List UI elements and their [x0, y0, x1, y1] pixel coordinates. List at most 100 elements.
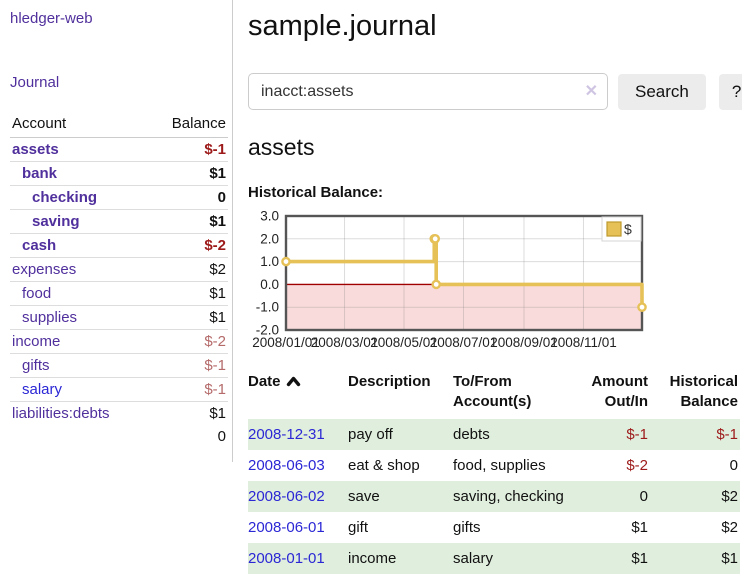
account-balance: $1	[148, 401, 228, 425]
chart-label: Historical Balance:	[248, 184, 384, 201]
sidebar-item-journal[interactable]: Journal	[10, 74, 60, 91]
account-heading: assets	[248, 134, 315, 160]
account-balance: $1	[148, 305, 228, 330]
svg-text:1.0: 1.0	[260, 254, 279, 269]
transaction-balance: $2	[721, 518, 738, 536]
svg-text:-1.0: -1.0	[256, 300, 279, 315]
account-balance: $1	[148, 161, 228, 186]
sidebar-account-link-bank[interactable]: bank	[22, 165, 58, 182]
transaction-date-link[interactable]: 2008-12-31	[248, 425, 325, 443]
transaction-amount: $1	[631, 549, 648, 567]
sidebar-account-link-saving[interactable]: saving	[32, 213, 80, 230]
account-row: salary $-1	[10, 377, 228, 402]
account-row: liabilities:debts $1	[10, 401, 228, 425]
account-row: supplies $1	[10, 305, 228, 330]
transaction-description: eat & shop	[348, 456, 420, 474]
register-table-body: 2008-12-31 pay off debts $-1 $-1 2008-06-03 ea…	[248, 418, 740, 574]
register-header-to-from: To/From Account(s)	[453, 373, 532, 411]
sidebar-account-link-income[interactable]: income	[12, 333, 61, 350]
register-header-row: Date Description To/From Account(s) Amount Ou…	[248, 368, 740, 419]
svg-text:$: $	[624, 221, 632, 237]
transaction-accounts: gifts	[453, 518, 481, 536]
transaction-accounts: salary	[453, 549, 494, 567]
sidebar-account-link-checking[interactable]: checking	[32, 189, 98, 206]
account-balance: $-2	[148, 329, 228, 354]
transaction-balance: $-1	[716, 425, 738, 443]
clear-search-icon[interactable]: ✕	[584, 83, 598, 100]
accounts-total-balance: 0	[217, 428, 226, 445]
transaction-date-link[interactable]: 2008-06-02	[248, 487, 325, 505]
account-row: food $1	[10, 281, 228, 306]
search-input[interactable]	[248, 73, 608, 110]
sidebar: hledger-web Journal Account Balance asse…	[0, 0, 233, 462]
svg-text:2008/03/01: 2008/03/01	[311, 335, 379, 350]
transaction-row: 2008-01-01 income salary $1 $1	[248, 542, 740, 574]
transaction-balance: 0	[729, 456, 738, 474]
help-button[interactable]: ?	[718, 73, 742, 110]
account-balance: $-1	[148, 353, 228, 378]
search-input-wrap: ✕	[248, 73, 608, 110]
account-row: checking 0	[10, 185, 228, 210]
account-balance: $1	[148, 281, 228, 306]
transaction-accounts: debts	[453, 425, 490, 443]
transaction-row: 2008-06-03 eat & shop food, supplies $-2 0	[248, 450, 740, 481]
transaction-description: income	[348, 549, 397, 567]
svg-text:3.0: 3.0	[260, 209, 279, 224]
accounts-table: Account Balance assets $-1 bank $1 checking 0…	[10, 112, 228, 448]
svg-text:0.0: 0.0	[260, 277, 279, 292]
transaction-date-link[interactable]: 2008-06-01	[248, 518, 325, 536]
line-chart-svg: $3.0 2.0 1.0 0.0 -1.0 -2.02008/01/012008/03/0…	[252, 209, 647, 350]
account-row: expenses $2	[10, 257, 228, 282]
sidebar-account-link-salary[interactable]: salary	[22, 381, 63, 398]
account-balance: $-1	[148, 377, 228, 402]
register-header-date[interactable]: Date	[248, 368, 348, 419]
svg-text:2008/01/01: 2008/01/01	[252, 335, 320, 350]
transaction-date-link[interactable]: 2008-06-03	[248, 456, 325, 474]
account-balance: $-2	[148, 233, 228, 258]
account-balance: $1	[148, 209, 228, 234]
search-bar: ✕ Search ?	[248, 73, 742, 110]
transaction-accounts: saving, checking	[453, 487, 564, 505]
transaction-amount: $1	[631, 518, 648, 536]
accounts-header-account: Account	[10, 112, 149, 138]
sidebar-account-link-cash[interactable]: cash	[22, 237, 57, 254]
accounts-total-row: 0	[10, 425, 228, 448]
svg-text:2008/11/01: 2008/11/01	[550, 335, 617, 350]
sidebar-account-link-food[interactable]: food	[22, 285, 52, 302]
sidebar-account-link-liabilities-debts[interactable]: liabilities:debts	[12, 405, 110, 422]
historical-balance-chart: $3.0 2.0 1.0 0.0 -1.0 -2.0 2008/01/01 2008/03/0…	[248, 209, 742, 352]
page-title: sample.journal	[248, 10, 437, 42]
sidebar-account-link-expenses[interactable]: expenses	[12, 261, 77, 278]
account-row: gifts $-1	[10, 353, 228, 378]
register-header-amount: Amount Out/In	[591, 373, 648, 411]
sidebar-account-link-supplies[interactable]: supplies	[22, 309, 78, 326]
accounts-header-balance: Balance	[148, 112, 228, 138]
transaction-amount: 0	[639, 487, 648, 505]
sidebar-account-link-gifts[interactable]: gifts	[22, 357, 50, 374]
transaction-balance: $2	[721, 487, 738, 505]
transaction-date-link[interactable]: 2008-01-01	[248, 549, 325, 567]
transaction-accounts: food, supplies	[453, 456, 546, 474]
register-table: Date Description To/From Account(s) Amount Ou…	[248, 368, 740, 574]
sort-ascending-icon	[286, 376, 300, 387]
account-balance: 0	[148, 185, 228, 210]
transaction-balance: $1	[721, 549, 738, 567]
transaction-amount: $-2	[626, 456, 648, 474]
register-header-description: Description	[348, 373, 431, 390]
transaction-row: 2008-12-31 pay off debts $-1 $-1	[248, 418, 740, 450]
account-row: cash $-2	[10, 233, 228, 258]
search-button[interactable]: Search	[618, 73, 706, 110]
sidebar-account-link-assets[interactable]: assets	[12, 141, 59, 158]
account-row: income $-2	[10, 329, 228, 354]
transaction-row: 2008-06-01 gift gifts $1 $2	[248, 512, 740, 543]
svg-text:2008/05/01: 2008/05/01	[370, 335, 438, 350]
svg-text:2008/07/01: 2008/07/01	[430, 335, 498, 350]
register-header-historical: Historical Balance	[669, 373, 738, 411]
app-brand-link[interactable]: hledger-web	[10, 10, 93, 27]
account-row: saving $1	[10, 209, 228, 234]
main-content: sample.journal ✕ Search ? assets Histori…	[233, 0, 742, 574]
svg-text:2008/09/01: 2008/09/01	[490, 335, 558, 350]
transaction-description: gift	[348, 518, 369, 536]
svg-text:2.0: 2.0	[260, 231, 279, 246]
